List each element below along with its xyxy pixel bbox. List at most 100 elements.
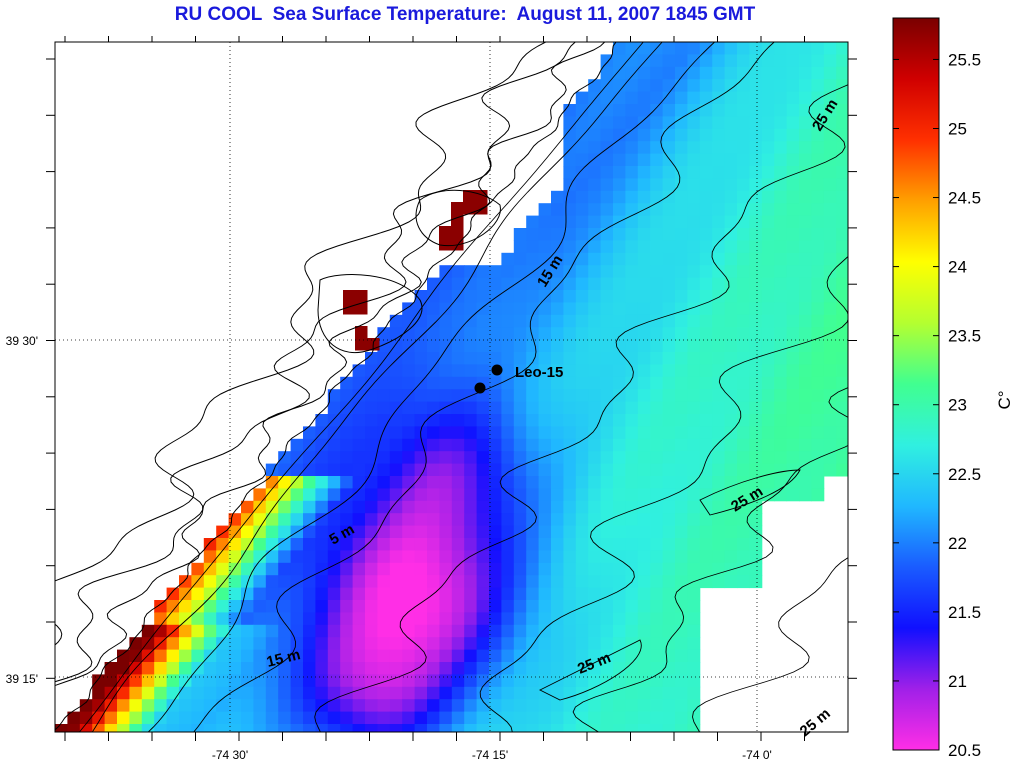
sst-cell — [464, 277, 478, 291]
sst-cell — [625, 141, 639, 155]
sst-cell — [799, 66, 812, 80]
sst-cell — [526, 290, 540, 303]
sst-cell — [625, 389, 639, 403]
sst-cell — [575, 314, 589, 328]
sst-cell — [588, 314, 602, 328]
sst-cell — [724, 91, 738, 105]
sst-cell — [625, 166, 639, 179]
sst-cell — [588, 401, 602, 415]
sst-cell — [687, 141, 701, 155]
sst-cell — [551, 376, 564, 390]
sst-cell — [799, 426, 812, 440]
sst-cell — [823, 215, 837, 229]
sst-cell — [427, 476, 440, 489]
sst-cell — [637, 116, 651, 130]
sst-cell — [823, 352, 837, 365]
sst-cell — [588, 488, 602, 502]
sst-cell — [786, 104, 800, 117]
sst-cell — [774, 91, 788, 105]
sst-cell — [526, 389, 540, 403]
sst-cell — [476, 488, 490, 502]
sst-cell — [513, 414, 527, 427]
sst-cell — [799, 476, 812, 489]
sst-cell — [414, 364, 428, 378]
sst-cell — [551, 352, 564, 365]
sst-cell — [290, 451, 304, 465]
sst-cell — [675, 265, 688, 279]
sst-cell — [575, 277, 589, 291]
sst-cell — [774, 265, 788, 279]
sst-cell — [823, 190, 837, 204]
sst-cell — [377, 352, 391, 365]
sst-cell — [439, 438, 453, 452]
sst-cell — [365, 364, 378, 378]
sst-cell — [551, 438, 564, 452]
sst-cell — [526, 314, 540, 328]
sst-cell — [637, 240, 651, 254]
sst-cell — [662, 389, 676, 403]
sst-cell — [538, 426, 552, 440]
sst-cell — [613, 277, 626, 291]
sst-cell — [749, 42, 763, 55]
sst-cell — [427, 500, 440, 514]
sst-cell — [662, 314, 676, 328]
sst-cell — [588, 215, 602, 229]
sst-cell — [538, 414, 552, 427]
sst-cell — [811, 364, 825, 378]
sst-cell — [737, 488, 750, 502]
sst-cell — [414, 451, 428, 465]
sst-cell — [687, 327, 701, 341]
sst-cell — [799, 290, 812, 303]
sst-cell — [823, 203, 837, 217]
sst-cell — [439, 290, 453, 303]
sst-cell — [799, 414, 812, 427]
sst-cell — [786, 265, 800, 279]
sst-cell — [439, 414, 453, 427]
sst-cell — [650, 438, 664, 452]
sst-cell — [749, 451, 763, 465]
sst-cell — [699, 240, 713, 254]
sst-cell — [737, 66, 750, 80]
sst-cell — [774, 79, 788, 93]
sst-cell — [451, 327, 465, 341]
sst-cell — [575, 339, 589, 353]
sst-cell — [501, 290, 515, 303]
sst-cell — [749, 401, 763, 415]
sst-cell — [675, 488, 688, 502]
sst-cell — [600, 463, 614, 477]
sst-cell — [575, 302, 589, 316]
sst-cell — [799, 352, 812, 365]
sst-cell — [737, 166, 750, 179]
sst-cell — [613, 376, 626, 390]
sst-cell — [551, 414, 564, 427]
sst-cell — [786, 91, 800, 105]
sst-cell — [513, 438, 527, 452]
sst-cell — [563, 166, 577, 179]
sst-cell — [761, 265, 775, 279]
sst-cell — [588, 265, 602, 279]
sst-cell — [526, 438, 540, 452]
sst-cell — [637, 228, 651, 241]
sst-cell — [513, 376, 527, 390]
sst-cell — [699, 141, 713, 155]
sst-cell — [278, 500, 292, 514]
sst-cell — [290, 488, 304, 502]
sst-cell — [737, 104, 750, 117]
sst-cell — [724, 54, 738, 68]
sst-cell — [637, 488, 651, 502]
sst-cell — [823, 116, 837, 130]
sst-cell — [675, 128, 688, 142]
sst-cell — [836, 91, 848, 105]
sst-cell — [451, 339, 465, 353]
sst-cell — [836, 463, 848, 477]
sst-cell — [439, 401, 453, 415]
sst-cell — [836, 414, 848, 427]
sst-cell — [712, 128, 726, 142]
sst-cell — [588, 153, 602, 167]
sst-cell — [749, 364, 763, 378]
sst-cell — [650, 104, 664, 117]
sst-cell — [551, 339, 564, 353]
sst-cell — [749, 414, 763, 427]
sst-cell — [365, 476, 378, 489]
sst-cell — [303, 488, 316, 502]
